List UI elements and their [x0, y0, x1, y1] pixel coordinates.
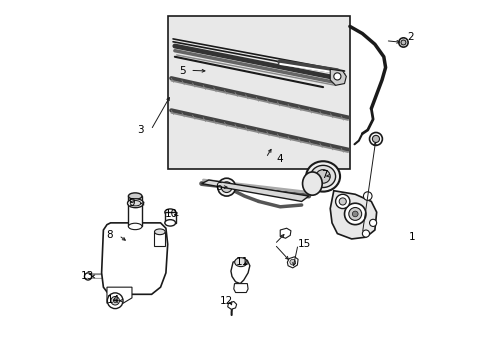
Polygon shape [227, 301, 236, 309]
Polygon shape [287, 257, 298, 268]
Circle shape [400, 40, 405, 45]
Circle shape [398, 38, 407, 47]
Circle shape [111, 296, 119, 305]
Text: 6: 6 [214, 182, 221, 192]
Ellipse shape [302, 172, 322, 195]
Circle shape [113, 299, 117, 302]
Polygon shape [280, 228, 290, 238]
Circle shape [344, 203, 365, 225]
Circle shape [221, 182, 231, 193]
Text: 12: 12 [220, 296, 233, 306]
Circle shape [84, 273, 91, 280]
Polygon shape [230, 258, 249, 284]
Circle shape [335, 194, 349, 208]
Ellipse shape [164, 220, 175, 226]
Text: 1: 1 [408, 232, 415, 242]
Text: 7: 7 [320, 170, 327, 180]
Bar [154, 232, 165, 246]
Circle shape [107, 293, 123, 309]
Circle shape [333, 73, 340, 80]
Ellipse shape [310, 165, 335, 188]
Text: 2: 2 [406, 32, 413, 42]
Text: 9: 9 [128, 198, 135, 208]
Ellipse shape [127, 199, 143, 208]
Text: 13: 13 [81, 271, 94, 282]
Text: 11: 11 [235, 257, 249, 267]
Polygon shape [329, 191, 376, 239]
Ellipse shape [128, 223, 142, 230]
Circle shape [362, 230, 369, 237]
Ellipse shape [315, 170, 329, 183]
Ellipse shape [305, 161, 339, 192]
Text: 5: 5 [179, 66, 186, 76]
Circle shape [363, 192, 371, 201]
Circle shape [289, 259, 295, 265]
Ellipse shape [128, 193, 142, 199]
Circle shape [369, 219, 376, 226]
Circle shape [372, 135, 379, 143]
Text: 4: 4 [276, 154, 283, 163]
Polygon shape [102, 223, 167, 294]
Polygon shape [233, 284, 247, 293]
Polygon shape [107, 287, 132, 303]
Circle shape [217, 178, 235, 196]
Circle shape [339, 198, 346, 205]
Text: 8: 8 [106, 230, 113, 240]
Text: 10: 10 [165, 209, 178, 219]
Ellipse shape [154, 229, 165, 235]
Circle shape [352, 211, 357, 217]
Ellipse shape [130, 201, 141, 206]
Polygon shape [201, 180, 308, 202]
Circle shape [369, 132, 382, 145]
Bar [164, 212, 175, 223]
Text: 15: 15 [298, 239, 311, 249]
Ellipse shape [164, 209, 175, 215]
Text: 3: 3 [137, 125, 143, 135]
Polygon shape [329, 69, 346, 85]
Circle shape [348, 207, 361, 220]
Bar [128, 196, 142, 226]
Text: 14: 14 [106, 295, 120, 305]
Ellipse shape [234, 258, 246, 267]
Bar [167, 16, 349, 169]
